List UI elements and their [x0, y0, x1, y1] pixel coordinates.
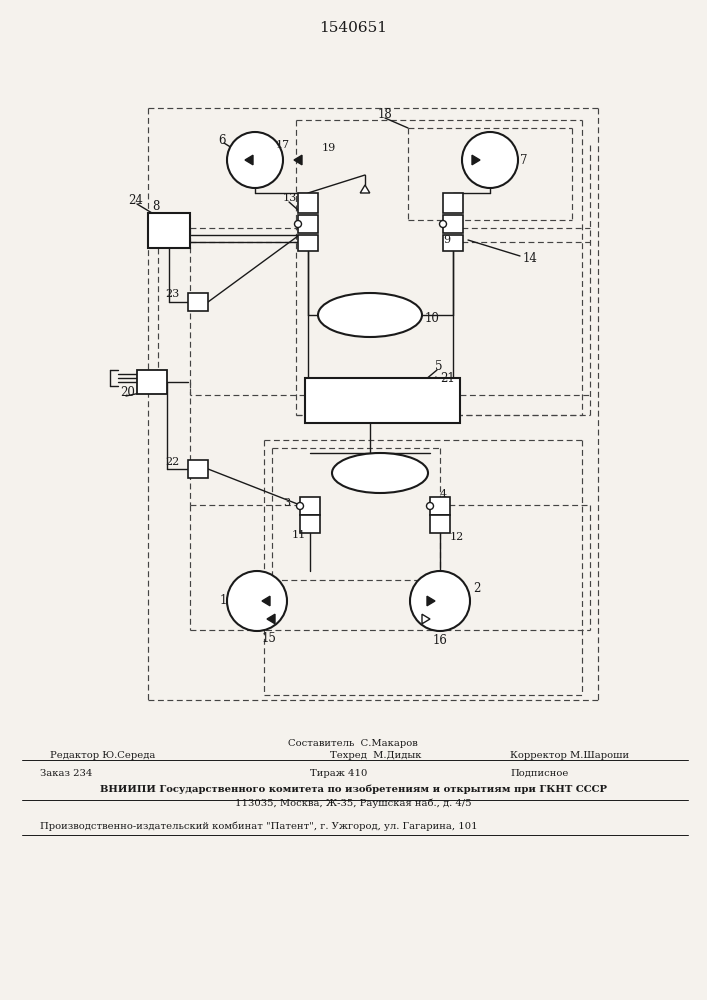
- Bar: [148, 213, 190, 248]
- Polygon shape: [422, 614, 430, 624]
- Text: 14: 14: [523, 251, 538, 264]
- Polygon shape: [262, 596, 270, 606]
- Text: 13: 13: [283, 193, 297, 203]
- Circle shape: [227, 132, 283, 188]
- Text: 18: 18: [378, 108, 393, 121]
- Text: 3: 3: [283, 498, 290, 508]
- Bar: [298, 193, 318, 213]
- Text: 7: 7: [520, 153, 527, 166]
- Bar: [430, 497, 450, 515]
- Bar: [300, 515, 320, 533]
- Circle shape: [462, 132, 518, 188]
- Text: 15: 15: [262, 632, 277, 645]
- Text: Заказ 234: Заказ 234: [40, 768, 93, 778]
- Text: 20: 20: [120, 386, 135, 399]
- Polygon shape: [245, 155, 253, 165]
- Bar: [430, 515, 450, 533]
- Circle shape: [440, 221, 447, 228]
- Bar: [305, 378, 460, 423]
- Text: 5: 5: [435, 360, 443, 373]
- Text: 1: 1: [220, 594, 228, 607]
- Text: 22: 22: [165, 457, 180, 467]
- Text: ВНИИПИ Государственного комитета по изобретениям и открытиям при ГКНТ СССР: ВНИИПИ Государственного комитета по изоб…: [100, 784, 607, 794]
- Bar: [443, 193, 463, 213]
- Text: Производственно-издательский комбинат "Патент", г. Ужгород, ул. Гагарина, 101: Производственно-издательский комбинат "П…: [40, 821, 478, 831]
- Text: 113035, Москва, Ж-35, Раушская наб., д. 4/5: 113035, Москва, Ж-35, Раушская наб., д. …: [235, 798, 472, 808]
- Circle shape: [426, 502, 433, 510]
- Text: Тираж 410: Тираж 410: [310, 768, 368, 778]
- Circle shape: [410, 571, 470, 631]
- Text: 2: 2: [473, 582, 480, 594]
- Bar: [298, 215, 318, 233]
- Text: 17: 17: [276, 140, 290, 150]
- Text: 8: 8: [152, 200, 159, 214]
- Text: 19: 19: [322, 143, 337, 153]
- Polygon shape: [267, 614, 275, 624]
- Bar: [443, 235, 463, 251]
- Polygon shape: [360, 185, 370, 193]
- Text: Техред  М.Дидык: Техред М.Дидык: [330, 752, 421, 760]
- Text: Корректор М.Шароши: Корректор М.Шароши: [510, 752, 629, 760]
- Text: 6: 6: [218, 133, 226, 146]
- Ellipse shape: [332, 453, 428, 493]
- Text: 24: 24: [128, 194, 143, 207]
- Circle shape: [296, 502, 303, 510]
- Bar: [188, 460, 208, 478]
- Bar: [137, 370, 167, 394]
- Text: 12: 12: [450, 532, 464, 542]
- Text: Составитель  С.Макаров: Составитель С.Макаров: [288, 738, 418, 748]
- Text: Редактор Ю.Середа: Редактор Ю.Середа: [50, 752, 156, 760]
- Text: Подписное: Подписное: [510, 768, 568, 778]
- Bar: [443, 215, 463, 233]
- Polygon shape: [294, 155, 302, 165]
- Text: 10: 10: [425, 312, 440, 324]
- Text: 16: 16: [433, 634, 448, 647]
- Polygon shape: [427, 596, 435, 606]
- Bar: [188, 293, 208, 311]
- Circle shape: [227, 571, 287, 631]
- Bar: [300, 497, 320, 515]
- Text: 11: 11: [292, 530, 306, 540]
- Text: 1540651: 1540651: [319, 21, 387, 35]
- Circle shape: [295, 221, 301, 228]
- Text: 4: 4: [440, 489, 447, 499]
- Bar: [298, 235, 318, 251]
- Text: 21: 21: [440, 371, 455, 384]
- Text: 23: 23: [165, 289, 180, 299]
- Text: 9: 9: [443, 235, 450, 245]
- Polygon shape: [472, 155, 480, 165]
- Ellipse shape: [318, 293, 422, 337]
